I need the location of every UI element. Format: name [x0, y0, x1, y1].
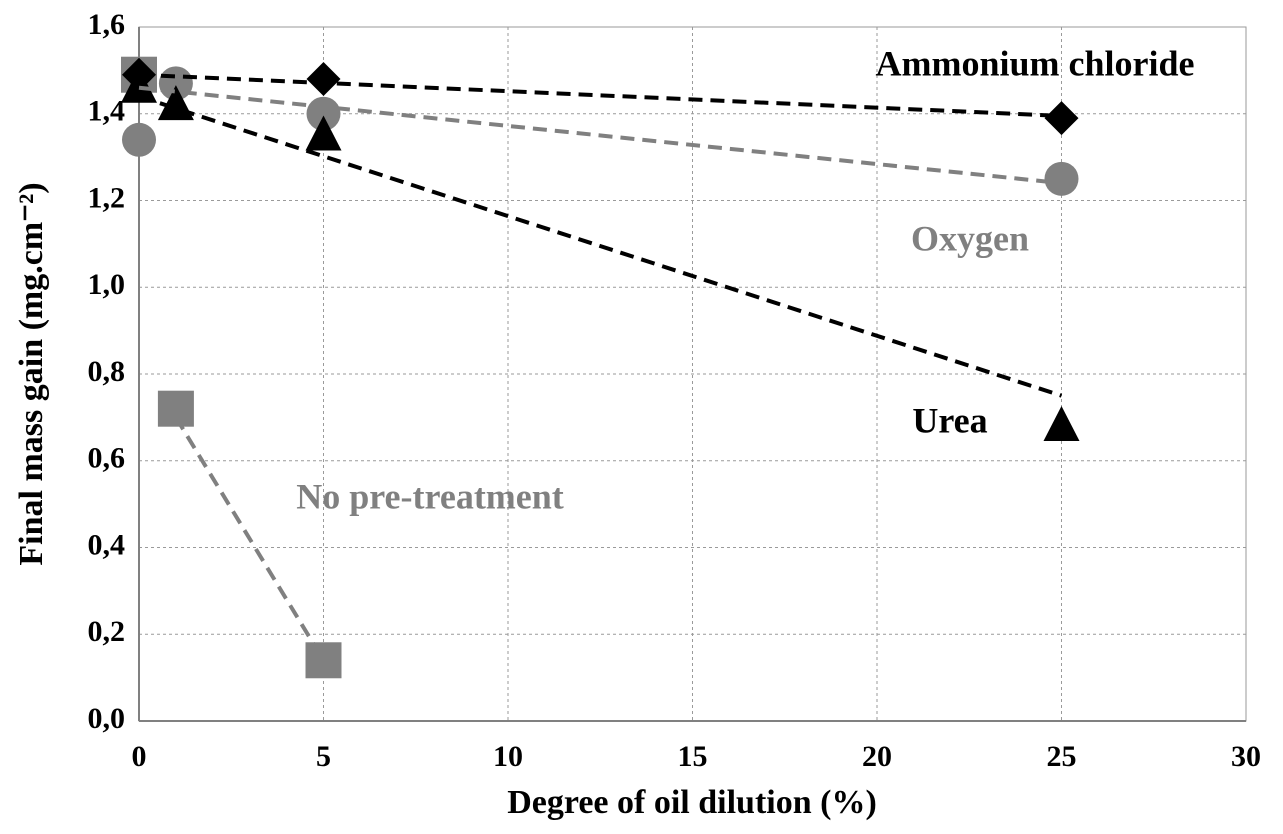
x-tick-label: 15	[678, 740, 708, 773]
y-tick-label: 1,6	[88, 8, 126, 41]
trend-line	[138, 85, 1062, 186]
circle-marker	[122, 122, 156, 157]
y-tick-label: 1,0	[88, 268, 126, 301]
y-tick-label: 0,0	[88, 702, 126, 735]
x-tick-label: 25	[1047, 740, 1077, 773]
y-tick-label: 0,2	[88, 615, 126, 648]
series-label: Ammonium chloride	[876, 43, 1195, 83]
y-tick-label: 0,4	[88, 528, 126, 561]
series-label: Oxygen	[911, 218, 1029, 258]
x-tick-label: 5	[316, 740, 331, 773]
diamond-marker	[1044, 101, 1079, 136]
triangle-marker	[1043, 406, 1080, 442]
y-tick-label: 0,8	[88, 355, 126, 388]
series-label: Urea	[912, 400, 987, 440]
trend-line	[174, 416, 326, 662]
x-tick-label: 20	[862, 740, 892, 773]
y-axis-title: Final mass gain (mg.cm⁻²)	[13, 182, 50, 565]
square-marker	[305, 642, 342, 679]
x-axis-title: Degree of oil dilution (%)	[507, 784, 877, 821]
y-tick-label: 0,6	[88, 442, 126, 475]
triangle-marker	[305, 115, 342, 151]
y-tick-label: 1,4	[88, 95, 126, 128]
y-tick-label: 1,2	[88, 181, 126, 214]
diamond-marker	[306, 62, 341, 97]
circle-marker	[1044, 161, 1079, 196]
series-label: No pre-treatment	[296, 476, 564, 516]
x-tick-label: 0	[132, 740, 147, 773]
x-tick-label: 30	[1231, 740, 1261, 773]
trend-line	[138, 94, 1063, 398]
square-marker	[157, 390, 194, 427]
x-tick-label: 10	[493, 740, 523, 773]
